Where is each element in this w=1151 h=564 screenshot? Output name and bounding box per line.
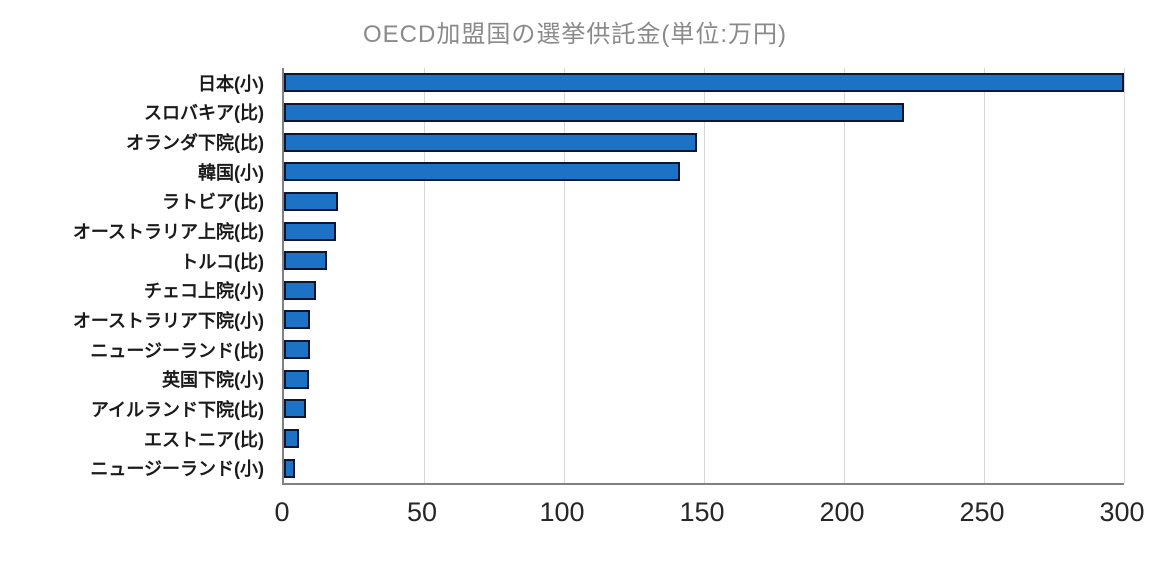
bar-9 <box>284 340 311 360</box>
category-label: トルコ(比) <box>180 251 264 272</box>
bar-10 <box>284 369 309 389</box>
bar-row <box>284 424 1124 454</box>
bar-row <box>284 246 1124 276</box>
bar-row <box>284 364 1124 394</box>
bar-row <box>284 305 1124 335</box>
category-label: エストニア(比) <box>144 429 264 450</box>
plot-area <box>282 68 1125 485</box>
gridline-200 <box>843 68 845 483</box>
bar-row <box>284 157 1124 187</box>
x-tick-label-250: 250 <box>959 497 1005 527</box>
category-label: 韓国(小) <box>198 162 264 183</box>
gridline-250 <box>984 68 985 483</box>
category-label: スロバキア(比) <box>144 103 264 124</box>
bar-5 <box>284 221 336 241</box>
bar-row <box>284 68 1124 98</box>
bar-12 <box>284 429 300 449</box>
bar-13 <box>284 458 295 478</box>
category-label: オーストラリア上院(比) <box>72 222 264 243</box>
bar-6 <box>284 251 328 271</box>
category-label: ラトビア(比) <box>162 192 264 213</box>
category-label: ニュージーランド(比) <box>90 340 264 361</box>
category-label: アイルランド下院(比) <box>90 399 264 420</box>
bar-7 <box>284 280 316 300</box>
gridline-100 <box>563 68 565 483</box>
category-label: ニュージーランド(小) <box>90 459 264 480</box>
gridline-300 <box>1124 68 1125 483</box>
category-label: オランダ下院(比) <box>126 133 264 154</box>
category-label: チェコ上院(小) <box>144 281 264 302</box>
x-tick-label-300: 300 <box>1099 497 1145 527</box>
bar-4 <box>284 191 339 211</box>
bar-row <box>284 127 1124 157</box>
bar-row <box>284 394 1124 424</box>
bar-row <box>284 98 1124 128</box>
gridline-150 <box>704 68 705 483</box>
category-label: オーストラリア下院(小) <box>72 310 264 331</box>
bar-row <box>284 276 1124 306</box>
category-label: 英国下院(小) <box>162 370 264 391</box>
category-label: 日本(小) <box>198 73 264 94</box>
chart-title: OECD加盟国の選挙供託金(単位:万円) <box>363 21 787 48</box>
bar-row <box>284 216 1124 246</box>
x-tick-label-150: 150 <box>679 497 725 527</box>
gridline-50 <box>423 68 425 483</box>
bar-3 <box>284 162 680 182</box>
bar-8 <box>284 310 311 330</box>
bar-row <box>284 453 1124 483</box>
y-axis-labels: 日本(小) スロバキア(比) オランダ下院(比) 韓国(小) ラトビア(比) オーストラリ… <box>0 68 272 483</box>
x-axis-tick-labels: 0 50 100 150 200 250 300 <box>274 497 1144 533</box>
bar-row <box>284 187 1124 217</box>
bar-1 <box>284 102 904 122</box>
x-tick-label-100: 100 <box>539 497 585 527</box>
x-tick-label-0: 0 <box>274 497 290 527</box>
bar-11 <box>284 399 307 419</box>
x-tick-label-50: 50 <box>406 497 438 527</box>
bar-0 <box>284 73 1124 93</box>
x-tick-label-200: 200 <box>819 497 865 527</box>
bar-row <box>284 335 1124 365</box>
bar-2 <box>284 132 697 152</box>
